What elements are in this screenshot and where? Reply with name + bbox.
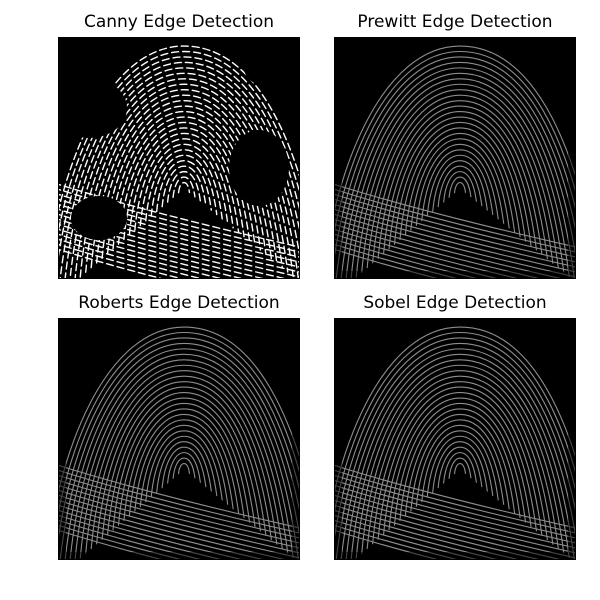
- prewitt-title: Prewitt Edge Detection: [357, 12, 553, 32]
- roberts-edge-image: [58, 318, 300, 560]
- canny-title: Canny Edge Detection: [83, 12, 275, 32]
- prewitt-edge-image: [334, 37, 576, 279]
- sobel-edge-image: [334, 318, 576, 560]
- roberts-title: Roberts Edge Detection: [78, 293, 280, 313]
- canny-edge-image: [58, 37, 300, 279]
- sobel-title: Sobel Edge Detection: [363, 293, 547, 313]
